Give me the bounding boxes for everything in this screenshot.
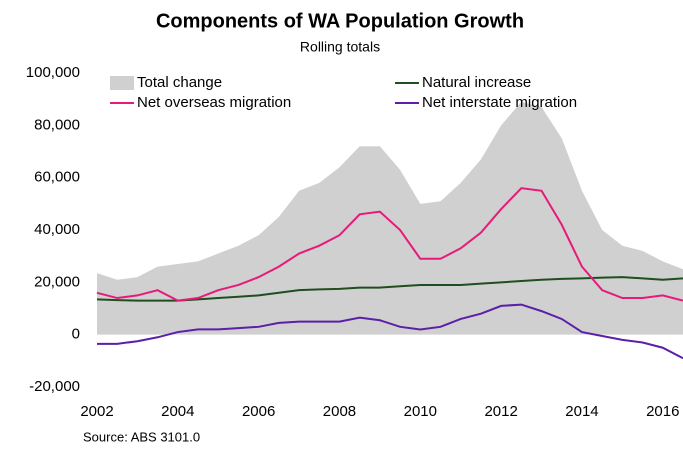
legend-label: Total change xyxy=(137,74,222,91)
x-tick-label: 2012 xyxy=(484,403,517,420)
chart-title: Components of WA Population Growth xyxy=(156,10,524,32)
source-note: Source: ABS 3101.0 xyxy=(83,429,200,444)
x-tick-label: 2016 xyxy=(646,403,679,420)
y-tick-label: 40,000 xyxy=(34,221,80,238)
chart-subtitle: Rolling totals xyxy=(300,39,380,55)
x-tick-label: 2006 xyxy=(242,403,275,420)
line xyxy=(97,303,683,360)
x-tick-label: 2004 xyxy=(161,403,194,420)
line xyxy=(96,187,683,302)
y-tick-label: 0 xyxy=(72,326,80,343)
x-tick-label: 2008 xyxy=(323,403,356,420)
legend-label: Net overseas migration xyxy=(137,94,291,111)
legend-swatch xyxy=(110,76,134,90)
y-tick-label: -20,000 xyxy=(29,378,80,395)
legend-label: Natural increase xyxy=(422,74,531,91)
y-tick-label: 20,000 xyxy=(34,273,80,290)
line xyxy=(96,276,683,302)
area xyxy=(97,101,683,335)
y-tick-label: 60,000 xyxy=(34,169,80,186)
x-tick-label: 2002 xyxy=(80,403,113,420)
legend-label: Net interstate migration xyxy=(422,94,577,111)
y-tick-label: 100,000 xyxy=(26,64,80,81)
y-tick-label: 80,000 xyxy=(34,116,80,133)
x-tick-label: 2014 xyxy=(565,403,598,420)
x-tick-label: 2010 xyxy=(404,403,437,420)
plot-area xyxy=(96,101,683,360)
